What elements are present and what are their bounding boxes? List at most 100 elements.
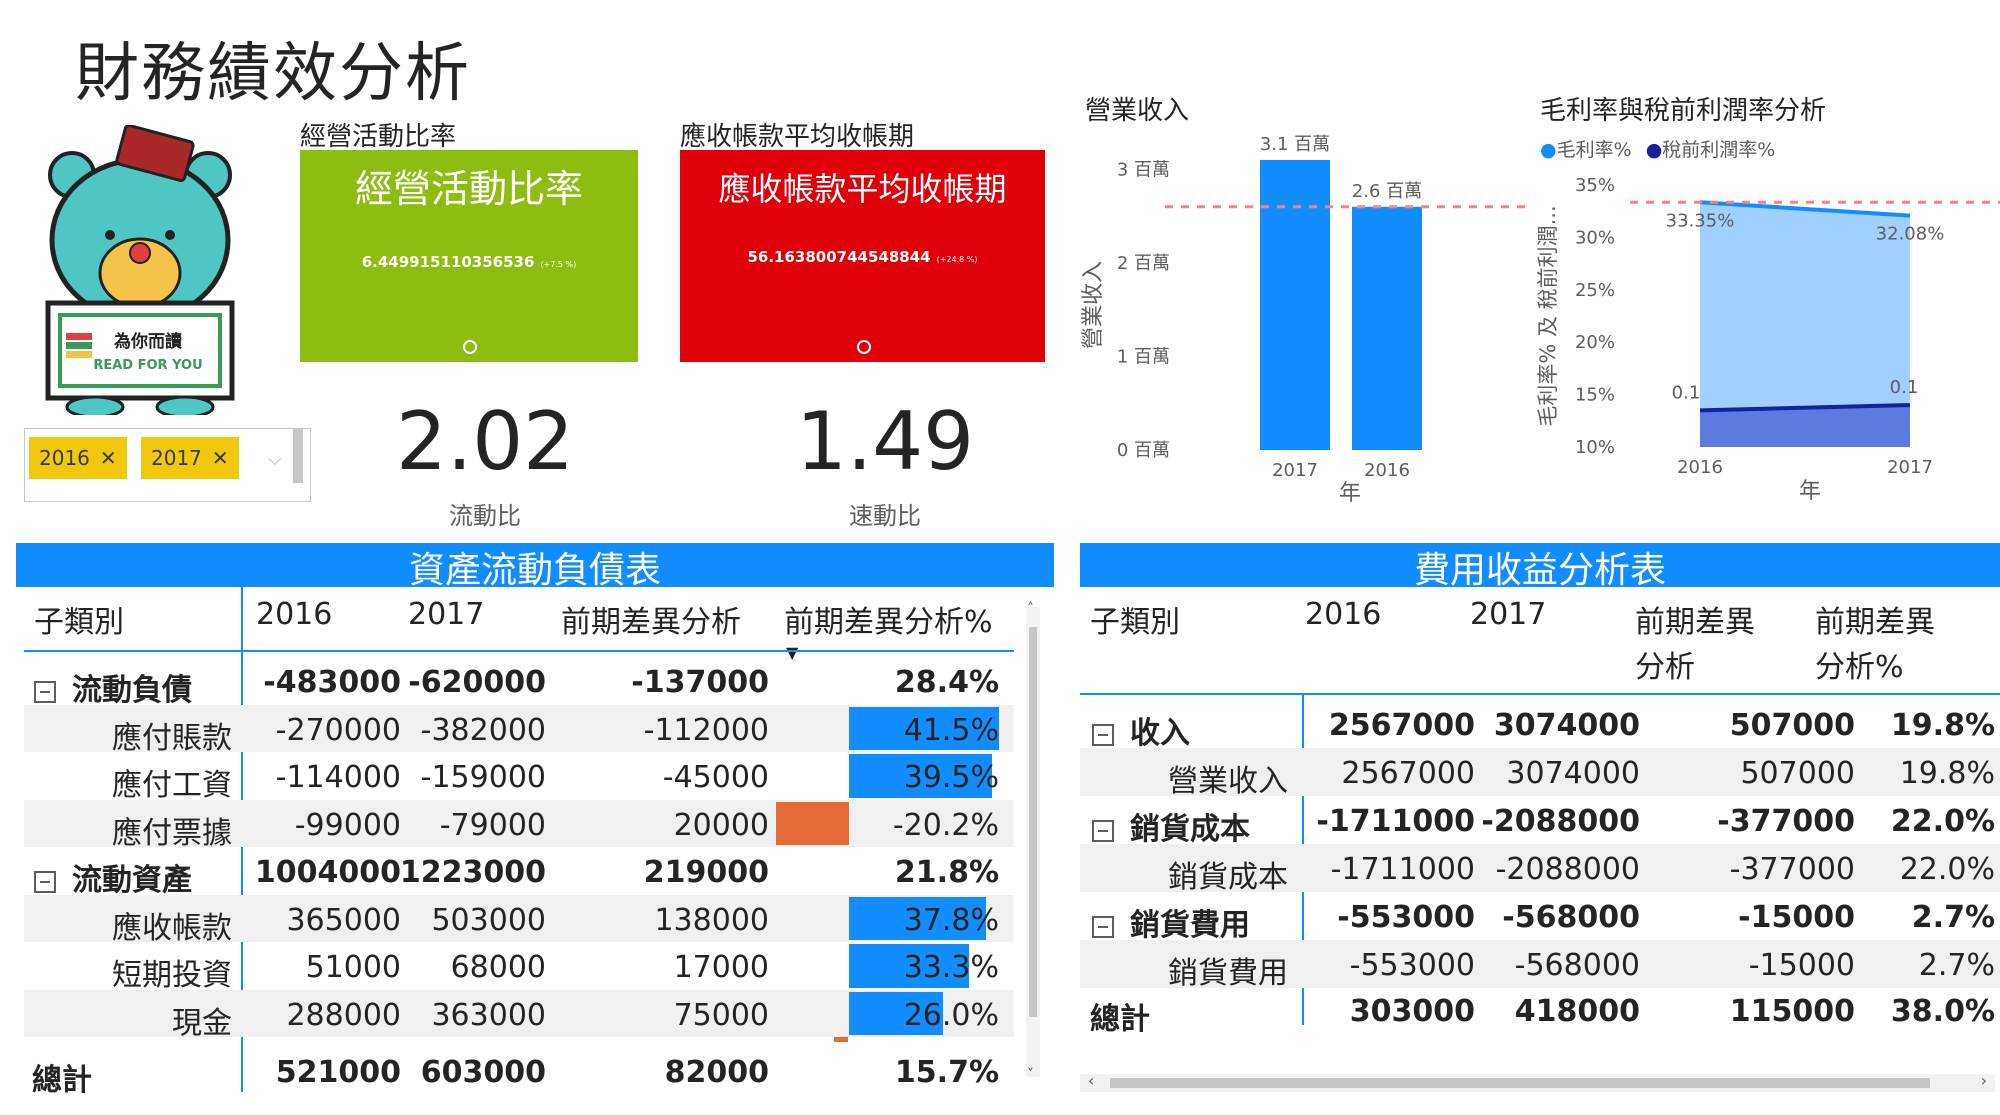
cell-v2017: -620000 <box>408 665 546 700</box>
cell-pct: 37.8% <box>903 902 999 938</box>
cell-v2017: 1223000 <box>399 855 546 890</box>
close-icon[interactable]: ✕ <box>211 446 229 470</box>
column-header[interactable]: 2016 <box>256 597 333 632</box>
total-diff: 82000 <box>664 1055 769 1090</box>
column-header[interactable]: 2017 <box>408 597 485 632</box>
slicer-chip-2016[interactable]: 2016 ✕ <box>29 437 127 479</box>
cell-diff: 219000 <box>643 855 769 890</box>
column-header[interactable]: 子類別 <box>1090 605 1180 640</box>
cell-diff: 20000 <box>673 807 769 843</box>
op-ratio-card[interactable]: 經營活動比率 6.449915110356536 (+7.5 %) <box>300 150 638 362</box>
slicer-chip-2017[interactable]: 2017 ✕ <box>141 437 239 479</box>
column-header[interactable]: 2017 <box>1470 597 1547 632</box>
data-bar <box>775 801 849 845</box>
data-bar <box>849 896 986 940</box>
table-row[interactable]: 短期投資 51000 68000 17000 33.3% <box>24 942 1014 993</box>
expense-table-title: 費用收益分析表 <box>1080 543 2000 587</box>
scroll-down-icon[interactable]: ˅ <box>1027 1067 1034 1083</box>
group-row[interactable]: 收入 2567000 3074000 507000 19.8% <box>1080 700 2000 751</box>
x-tick-label: 2016 <box>1677 457 1723 478</box>
revenue-bar-chart[interactable]: 0 百萬 1 百萬 2 百萬 3 百萬 3.1 百萬 2017 2.6 百萬 2016 營業收入… <box>1075 130 1535 520</box>
scroll-left-icon[interactable]: ‹ <box>1088 1071 1095 1090</box>
row-label: 短期投資 <box>112 958 232 993</box>
group-row[interactable]: 銷貨費用 -553000 -568000 -15000 2.7% <box>1080 892 2000 943</box>
data-bar <box>834 1037 848 1042</box>
mascot-sign-en: READ FOR YOU <box>93 358 202 373</box>
row-label: 銷貨費用 <box>1130 908 1250 943</box>
cell-diff: -15000 <box>1748 948 1855 983</box>
expense-matrix[interactable]: 子類別 2016 2017 前期差異分析 前期差異分析% 收入 2567000 3074000… <box>1080 587 2000 1112</box>
collapse-icon[interactable] <box>1092 819 1114 842</box>
table-row[interactable]: 營業收入 2567000 3074000 507000 19.8% <box>1080 748 2000 799</box>
y-axis-label: 毛利率% 及 稅前利潤... <box>1536 205 1560 426</box>
group-row[interactable]: 流動負債 -483000 -620000 -137000 28.4% <box>24 657 1014 708</box>
total-v2016: 521000 <box>275 1055 401 1090</box>
table-row[interactable]: 應收帳款 365000 503000 138000 37.8% <box>24 894 1014 946</box>
scroll-up-icon[interactable]: ˄ <box>1027 601 1034 617</box>
cell-diff: -377000 <box>1717 804 1855 839</box>
cell-diff: -15000 <box>1738 900 1855 935</box>
cell-diff: 138000 <box>654 902 769 938</box>
legend-item: 稅前利潤率% <box>1662 139 1776 161</box>
balance-matrix[interactable]: 子類別 2016 2017 前期差異分析 前期差異分析% ▼ 流動負債 -483000 -620… <box>16 587 1054 1112</box>
horizontal-scrollbar[interactable]: ‹ › <box>1080 1071 1995 1092</box>
year-slicer[interactable]: 2016 ✕ 2017 ✕ ⌵ <box>24 428 311 502</box>
row-label: 流動資產 <box>72 863 192 898</box>
mascot-sign-cn: 為你而讀 <box>114 331 182 352</box>
column-header[interactable]: 子類別 <box>34 605 124 640</box>
collapse-icon[interactable] <box>34 680 56 703</box>
header-divider <box>1080 693 2000 695</box>
group-row[interactable]: 流動資產 1004000 1223000 219000 21.8% <box>24 847 1014 898</box>
cell-v2017: -2088000 <box>1481 804 1640 839</box>
ar-days-card[interactable]: 應收帳款平均收帳期 56.163800744548844 (+24.8 %) <box>680 150 1045 362</box>
column-header[interactable]: 前期差異分析% <box>784 605 993 640</box>
close-icon[interactable]: ✕ <box>99 446 117 470</box>
cell-pct: 22.0% <box>1890 804 1995 839</box>
column-header[interactable]: 前期差異 <box>1635 605 1755 640</box>
margin-area-chart[interactable]: 10% 15% 20% 25% 30% 35% 33.35% 32.08% 0.1 0.1 2016… <box>1535 165 2000 520</box>
data-label: 32.08% <box>1876 224 1945 245</box>
scrollbar-thumb[interactable] <box>1110 1078 1930 1088</box>
area-pretax-margin <box>1700 405 1910 447</box>
cell-v2016: 2567000 <box>1328 708 1475 743</box>
column-header[interactable]: 2016 <box>1305 597 1382 632</box>
collapse-icon[interactable] <box>1092 915 1114 938</box>
column-header[interactable]: 分析% <box>1815 650 1904 685</box>
vertical-scrollbar[interactable]: ˄ ˅ <box>1026 601 1040 1083</box>
bar <box>1260 160 1330 450</box>
scrollbar-thumb[interactable] <box>1029 627 1037 1017</box>
scroll-right-icon[interactable]: › <box>1980 1071 1987 1090</box>
row-label: 銷貨成本 <box>1168 860 1288 895</box>
line-pretax-margin <box>1699 403 1911 413</box>
collapse-icon[interactable] <box>34 870 56 893</box>
margin-chart-legend: ●毛利率% ●稅前利潤率% <box>1540 135 1775 162</box>
y-axis-label: 營業收入 <box>1081 261 1106 349</box>
table-row[interactable]: 應付票據 -99000 -79000 20000 -20.2% <box>24 799 1014 851</box>
total-v2017: 603000 <box>420 1055 546 1090</box>
cell-v2016: 2567000 <box>1341 756 1475 791</box>
collapse-icon[interactable] <box>1092 723 1114 746</box>
cell-v2016: -1711000 <box>1316 804 1475 839</box>
table-row[interactable]: 應付賬款 -270000 -382000 -112000 41.5% <box>24 704 1014 756</box>
total-row[interactable]: 總計 303000 418000 115000 38.0% <box>1080 988 2000 1037</box>
total-row[interactable]: 總計 521000 603000 82000 15.7% <box>24 1047 1014 1098</box>
chip-label: 2016 <box>39 446 90 470</box>
group-row[interactable]: 銷貨成本 -1711000 -2088000 -377000 22.0% <box>1080 796 2000 847</box>
column-header[interactable]: 分析 <box>1635 650 1695 685</box>
cell-v2017: 503000 <box>431 902 546 938</box>
cell-pct: 19.8% <box>1890 708 1995 743</box>
table-row[interactable]: 現金 288000 363000 75000 26.0% <box>24 989 1014 1041</box>
cell-pct: 22.0% <box>1899 852 1995 887</box>
table-row[interactable]: 銷貨成本 -1711000 -2088000 -377000 22.0% <box>1080 844 2000 895</box>
row-label: 應付票據 <box>112 815 232 851</box>
slicer-scrollbar[interactable] <box>293 429 303 483</box>
chevron-down-icon[interactable]: ⌵ <box>268 449 282 470</box>
y-tick-label: 20% <box>1575 332 1615 353</box>
table-row[interactable]: 銷貨費用 -553000 -568000 -15000 2.7% <box>1080 940 2000 991</box>
column-header[interactable]: 前期差異 <box>1815 605 1935 640</box>
cell-v2017: -568000 <box>1502 900 1640 935</box>
column-header[interactable]: 前期差異分析 <box>561 605 741 640</box>
sort-desc-icon[interactable]: ▼ <box>786 643 799 662</box>
current-ratio-label: 流動比 <box>449 502 521 530</box>
table-row[interactable]: 應付工資 -114000 -159000 -45000 39.5% <box>24 752 1014 803</box>
